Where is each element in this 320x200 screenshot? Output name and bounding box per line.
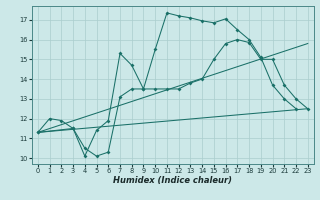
- X-axis label: Humidex (Indice chaleur): Humidex (Indice chaleur): [113, 176, 232, 185]
